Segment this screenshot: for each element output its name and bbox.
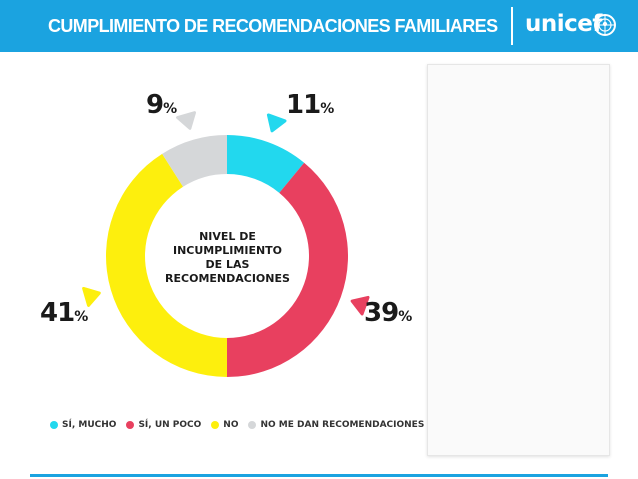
donut-chart <box>82 111 370 377</box>
logo-text: unicef <box>525 11 602 37</box>
data-label-no: 41% <box>40 298 89 328</box>
center-label-line: DE LAS <box>205 258 250 271</box>
legend-swatch <box>248 421 257 429</box>
chart-legend: SÍ, MUCHO SÍ, UN POCO NO NO ME DAN RECOM… <box>50 420 424 430</box>
unicef-emblem-icon <box>594 14 616 36</box>
legend-swatch <box>50 421 58 429</box>
data-label-si-un-poco: 39% <box>364 298 413 328</box>
legend-label: SÍ, MUCHO <box>62 420 117 430</box>
chart-center-label: NIVEL DE INCUMPLIMIENTO DE LAS RECOMENDA… <box>150 230 305 286</box>
legend-label: NO ME DAN RECOMENDACIONES <box>260 420 425 430</box>
donut-slice-si-un-poco <box>227 162 348 377</box>
center-label-line: NIVEL DE <box>199 230 256 243</box>
legend-item: NO <box>211 420 238 430</box>
legend-swatch <box>211 421 220 429</box>
center-label-line: INCUMPLIMIENTO <box>172 244 283 257</box>
donut-slice-si-mucho <box>227 135 305 193</box>
pointer-si-un-poco <box>350 295 370 316</box>
data-label-no-me-dan: 9% <box>146 90 178 120</box>
legend-item: SÍ, MUCHO <box>50 420 116 430</box>
unicef-logo: unicef <box>525 9 625 43</box>
legend-label: SÍ, UN POCO <box>138 420 202 430</box>
legend-label: NO <box>223 420 239 430</box>
data-label-si-mucho: 11% <box>286 90 335 120</box>
donut-slice-no <box>106 153 227 377</box>
page-title: CUMPLIMIENTO DE RECOMENDACIONES FAMILIAR… <box>48 16 498 36</box>
pointer-no <box>82 286 101 307</box>
legend-swatch <box>126 421 135 429</box>
donut-slice-no-me-dan <box>162 135 227 187</box>
side-panel <box>427 64 610 456</box>
pointer-si-mucho <box>266 113 287 133</box>
header-divider <box>511 7 513 45</box>
center-label-line: RECOMENDACIONES <box>165 272 290 285</box>
header-bar: CUMPLIMIENTO DE RECOMENDACIONES FAMILIAR… <box>0 0 638 52</box>
pointer-no-me-dan <box>176 111 197 130</box>
footer-line <box>30 474 608 477</box>
legend-item: SÍ, UN POCO <box>126 420 201 430</box>
legend-item: NO ME DAN RECOMENDACIONES <box>248 420 424 430</box>
